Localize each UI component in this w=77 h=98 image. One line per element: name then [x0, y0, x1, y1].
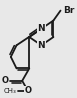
Text: O: O	[2, 76, 9, 85]
Text: N: N	[38, 41, 45, 50]
Text: N: N	[38, 24, 45, 33]
Text: Br: Br	[63, 6, 75, 15]
Text: O: O	[24, 86, 31, 95]
Text: CH₃: CH₃	[4, 88, 16, 94]
